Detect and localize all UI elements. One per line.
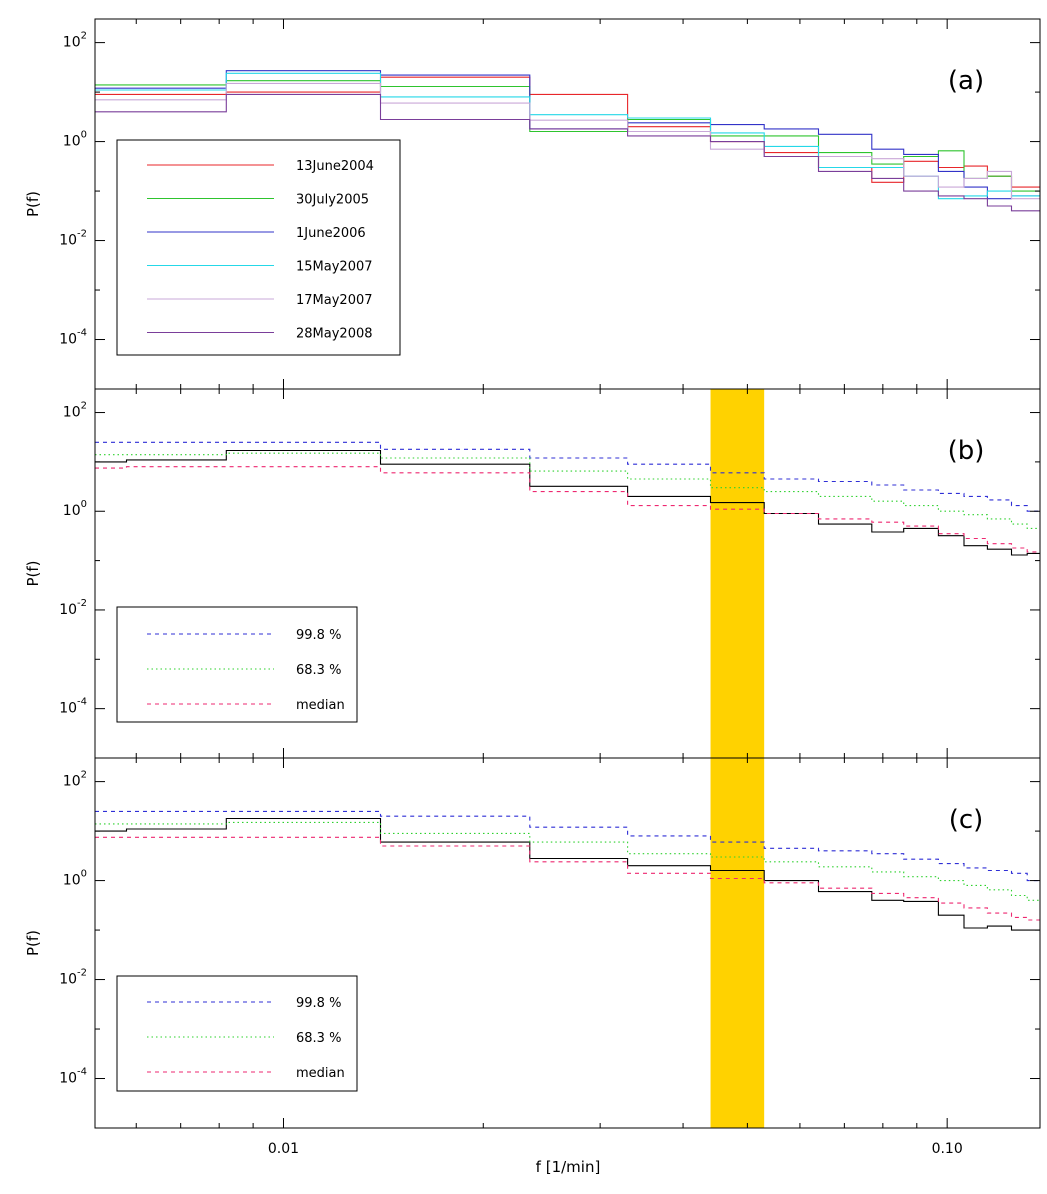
legend-label: 30July2005 <box>296 193 369 208</box>
legend-label: 28May2008 <box>296 327 373 342</box>
x-axis-label: f [1/min] <box>536 1158 601 1176</box>
y-tick-label: 10-4 <box>59 697 87 717</box>
y-tick-label: 102 <box>63 31 87 51</box>
panel-tag: (b) <box>948 436 985 466</box>
y-tick-label: 100 <box>63 869 87 889</box>
series-line <box>95 810 1040 882</box>
y-tick-label: 10-2 <box>59 968 87 988</box>
series-line <box>95 441 1040 512</box>
legend-box <box>116 139 401 356</box>
series-line <box>95 449 1040 556</box>
highlight-band <box>710 758 765 1128</box>
legend-label: 68.3 % <box>296 1031 341 1046</box>
y-axis-label: P(f) <box>24 930 42 956</box>
y-axis-label: P(f) <box>24 560 42 586</box>
plot-frame <box>94 757 1041 1129</box>
panel-b: 10-4 10-2 100 102 P(f) (b) 99.8 % 68.3 % median <box>24 388 1041 759</box>
x-tick-label: 0.10 <box>932 1141 963 1157</box>
series-line <box>95 817 1040 931</box>
panel-c: 10-4 10-2 100 102 0.01 0.10 P(f) (c) 99.8 % 68.3 … <box>24 757 1041 1157</box>
series-line <box>95 72 1040 200</box>
legend-label: median <box>296 698 345 713</box>
legend-label: 15May2007 <box>296 260 373 275</box>
series-line <box>95 452 1040 529</box>
y-tick-label: 10-4 <box>59 1067 87 1087</box>
y-tick-label: 100 <box>63 499 87 519</box>
y-axis-label: P(f) <box>24 191 42 217</box>
legend-label: 99.8 % <box>296 996 341 1011</box>
legend-label: 17May2007 <box>296 293 373 308</box>
y-tick-label: 10-2 <box>59 229 87 249</box>
series-line <box>95 836 1040 921</box>
legend-label: 99.8 % <box>296 628 341 643</box>
highlight-band <box>710 389 765 758</box>
panel-tag: (c) <box>949 805 984 835</box>
legend-label: 1June2006 <box>296 226 366 241</box>
y-tick-label: 102 <box>63 401 87 421</box>
y-tick-label: 10-2 <box>59 598 87 618</box>
x-tick-label: 0.01 <box>268 1141 299 1157</box>
y-tick-label: 10-4 <box>59 328 87 348</box>
y-tick-label: 102 <box>63 770 87 790</box>
series-line <box>95 821 1040 901</box>
legend-label: median <box>296 1066 345 1081</box>
series-line <box>95 466 1040 553</box>
legend-label: 13June2004 <box>296 159 374 174</box>
legend-box <box>116 606 358 723</box>
series-line <box>95 93 1040 212</box>
y-tick-label: 100 <box>63 130 87 150</box>
panel-a: 10-4 10-2 100 102 P(f) (a) 13June2004 30July200… <box>24 18 1041 390</box>
panel-tag: (a) <box>948 66 984 96</box>
legend-label: 68.3 % <box>296 663 341 678</box>
series-line <box>95 70 1040 200</box>
